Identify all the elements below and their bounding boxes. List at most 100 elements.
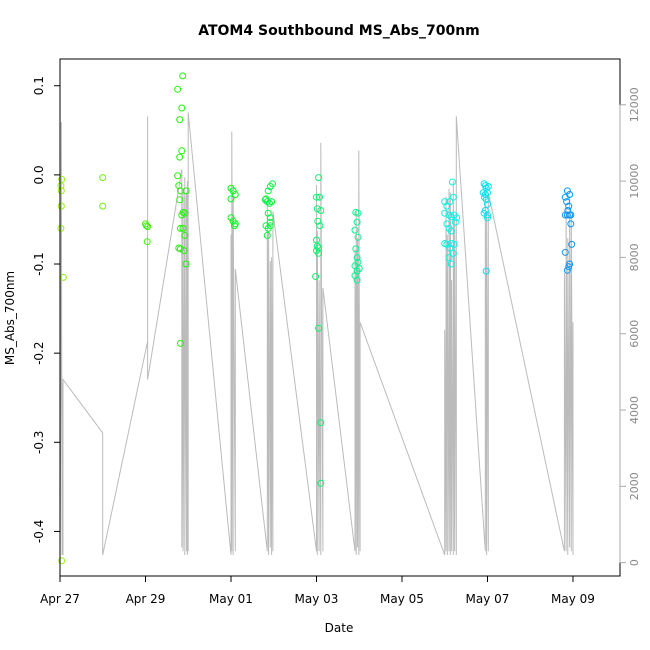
data-point [484,200,491,208]
data-point [179,224,187,232]
points-layer [57,72,576,565]
data-point [317,207,325,214]
data-point [352,245,360,253]
data-point [99,202,107,210]
data-point [178,211,186,219]
data-point [316,193,323,201]
chart-title: ATOM4 Southbound MS_Abs_700nm [198,23,480,39]
data-point [450,240,458,248]
data-point [448,178,456,186]
data-point [229,187,237,195]
data-point [565,202,573,210]
data-point [563,198,571,206]
data-point [180,247,188,255]
x-tick-label: May 01 [209,592,253,606]
y-axis: 0.1 0.0 -0.1 -0.2 -0.3 -0.4 [32,76,61,543]
data-point [315,174,323,182]
data-point [230,222,238,230]
data-point [446,198,454,206]
data-point [182,260,190,268]
right-tick-label: 0 [628,559,641,566]
data-point [443,220,451,228]
data-point [482,196,490,204]
data-point [484,183,492,190]
y-tick-label: 0.1 [32,76,46,95]
data-point [441,209,449,217]
data-point [57,224,65,232]
data-point [453,214,461,222]
data-point [176,153,184,161]
y-tick-label: -0.1 [32,252,46,275]
y-tick-label: -0.4 [32,520,46,543]
x-tick-label: May 03 [295,592,339,606]
data-point [445,254,453,262]
data-point [565,263,573,271]
data-point [227,214,235,222]
data-point [447,260,455,268]
y-tick-label: -0.3 [32,431,46,454]
data-point [264,209,272,217]
data-point [57,202,65,210]
data-point [566,191,574,198]
data-point [269,180,276,188]
data-point [353,254,361,262]
data-point [266,199,273,207]
y-tick-label: 0.0 [32,165,46,184]
data-point [568,240,576,248]
data-point [445,211,453,219]
x-tick-label: Apr 29 [126,592,166,606]
data-point [567,211,575,219]
data-point [179,72,187,80]
data-point [315,324,323,332]
data-point [447,227,455,235]
data-point [58,175,66,183]
x-tick-label: Apr 27 [40,592,80,606]
data-point [315,244,323,252]
data-point [313,242,321,250]
data-point [266,214,274,222]
data-point [353,218,361,226]
x-tick-label: May 05 [380,592,424,606]
data-point [449,193,457,201]
y-axis-label: MS_Abs_700nm [3,271,17,365]
right-tick-label: 10000 [628,164,641,199]
right-tick-label: 4000 [628,396,641,424]
data-point [231,191,239,198]
data-point [268,198,276,206]
data-point [451,218,459,226]
data-point [313,205,321,213]
data-point [266,222,274,230]
data-point [484,211,491,219]
data-point [563,211,571,219]
data-point [354,209,362,217]
data-point [449,249,457,257]
data-point [177,224,184,232]
data-point [317,419,325,427]
data-point [58,557,66,565]
right-axis: 0 2000 4000 6000 8000 10000 12000 [619,87,641,566]
data-point [178,147,186,155]
x-tick-label: May 07 [466,592,510,606]
secondary-series-line [59,112,574,556]
secondary-line-layer [59,112,574,556]
data-point [447,240,455,247]
data-point [317,479,325,487]
data-point [563,187,571,195]
data-point [177,339,184,347]
data-point [176,116,184,124]
data-point [266,218,274,226]
right-tick-label: 6000 [628,320,641,348]
data-point [351,272,359,280]
data-point [264,187,272,195]
data-point [57,187,65,195]
data-point [484,214,491,222]
x-tick-label: May 09 [551,592,595,606]
data-point [312,273,320,280]
data-point [182,187,190,195]
data-point [482,267,490,275]
data-point [313,193,320,201]
data-point [351,226,359,234]
data-point [263,232,271,239]
data-point [316,222,324,230]
